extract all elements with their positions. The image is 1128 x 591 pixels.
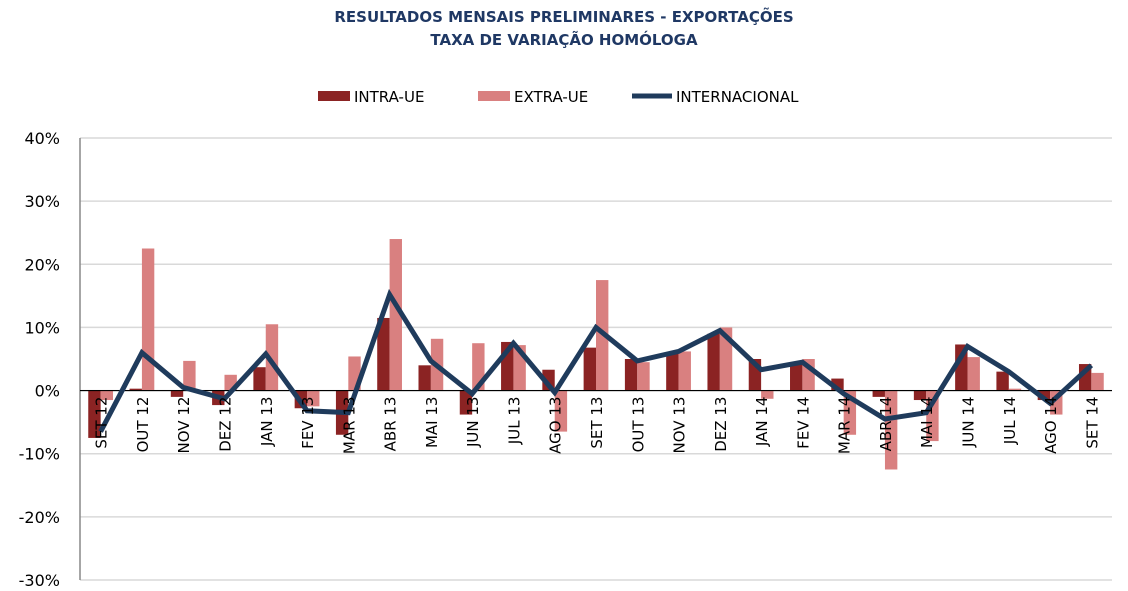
legend-label: INTERNACIONAL [676,88,799,106]
y-tick-label: 10% [24,318,60,337]
bar-extra-ue [761,390,774,399]
bar-intra-ue [253,367,266,391]
bar-extra-ue [637,362,650,391]
bar-intra-ue [996,371,1009,391]
x-tick-label: OUT 12 [134,397,152,453]
bar-extra-ue [1008,388,1022,391]
bar-extra-ue [389,239,402,391]
x-tick-label: SET 13 [588,397,606,449]
bar-intra-ue [707,333,720,391]
y-tick-label: -10% [19,445,60,464]
y-tick-label: 40% [24,129,60,148]
x-tick-label: JAN 14 [753,397,771,448]
bar-extra-ue [678,351,691,391]
bar-extra-ue [554,390,568,432]
legend-label: INTRA-UE [354,88,424,106]
bar-intra-ue [377,317,390,391]
bar-intra-ue [666,353,679,391]
y-tick-label: -30% [19,571,60,590]
bar-extra-ue [719,327,733,391]
bar-intra-ue [129,388,142,391]
bar-extra-ue [183,360,196,391]
bar-extra-ue [1091,372,1104,391]
legend-swatch-intra-ue [318,91,350,101]
x-tick-label: DEZ 12 [216,397,234,452]
x-tick-label: FEV 14 [794,397,812,449]
x-tick-label: MAR 13 [340,397,358,454]
legend-swatch-extra-ue [478,91,510,101]
x-tick-label: AGO 13 [547,397,565,454]
x-tick-label: NOV 13 [671,397,689,454]
chart-subtitle: TAXA DE VARIAÇÃO HOMÓLOGA [430,30,698,49]
bar-intra-ue [1037,390,1051,401]
x-tick-label: NOV 12 [175,397,193,454]
line-series [98,288,1094,433]
bar-intra-ue [624,359,638,391]
x-tick-label: ABR 13 [382,397,400,452]
bar-intra-ue [418,365,431,391]
bar-extra-ue [967,357,980,391]
bar-intra-ue [170,390,184,397]
x-tick-label: ABR 14 [877,397,895,452]
bar-intra-ue [872,390,885,397]
x-tick-label: DEZ 13 [712,397,730,452]
bar-intra-ue [583,347,596,391]
y-axis: 40% 30% 20% 10% 0% -10% -20% -30% [19,129,81,590]
x-tick-label: JUN 14 [960,397,978,448]
x-tick-label: OUT 13 [629,397,647,453]
legend-label: EXTRA-UE [514,88,588,106]
x-tick-label: MAR 14 [836,397,854,454]
x-tick-label: JAN 13 [258,397,276,448]
x-tick-label: AGO 14 [1042,397,1060,454]
bar-intra-ue [913,390,927,401]
bar-intra-ue [459,390,473,415]
x-tick-label: SET 14 [1083,397,1101,449]
x-tick-label: MAI 14 [918,397,936,448]
y-tick-label: 30% [24,192,60,211]
x-axis: SET 12 OUT 12 NOV 12 DEZ 12 JAN 13 FEV 13 MAR … [93,397,1102,454]
bar-extra-ue [884,390,898,470]
x-tick-label: FEV 13 [299,397,317,449]
x-tick-label: JUN 13 [464,397,482,448]
bar-intra-ue [831,378,844,391]
bar-extra-ue [141,248,155,391]
x-tick-label: SET 12 [93,397,111,449]
bar-extra-ue [100,390,114,401]
y-tick-label: -20% [19,508,60,527]
bar-intra-ue [88,390,101,438]
x-tick-label: JUL 14 [1001,397,1019,446]
y-tick-label: 0% [35,382,60,401]
bar-intra-ue [790,362,803,391]
y-tick-label: 20% [24,255,60,274]
bar-extra-ue [307,390,320,407]
bar-extra-ue [265,324,279,391]
legend: INTRA-UE EXTRA-UE INTERNACIONAL [318,88,799,106]
x-tick-label: JUL 13 [505,397,523,446]
chart-title: RESULTADOS MENSAIS PRELIMINARES - EXPORT… [334,7,793,26]
x-tick-label: MAI 13 [423,397,441,448]
